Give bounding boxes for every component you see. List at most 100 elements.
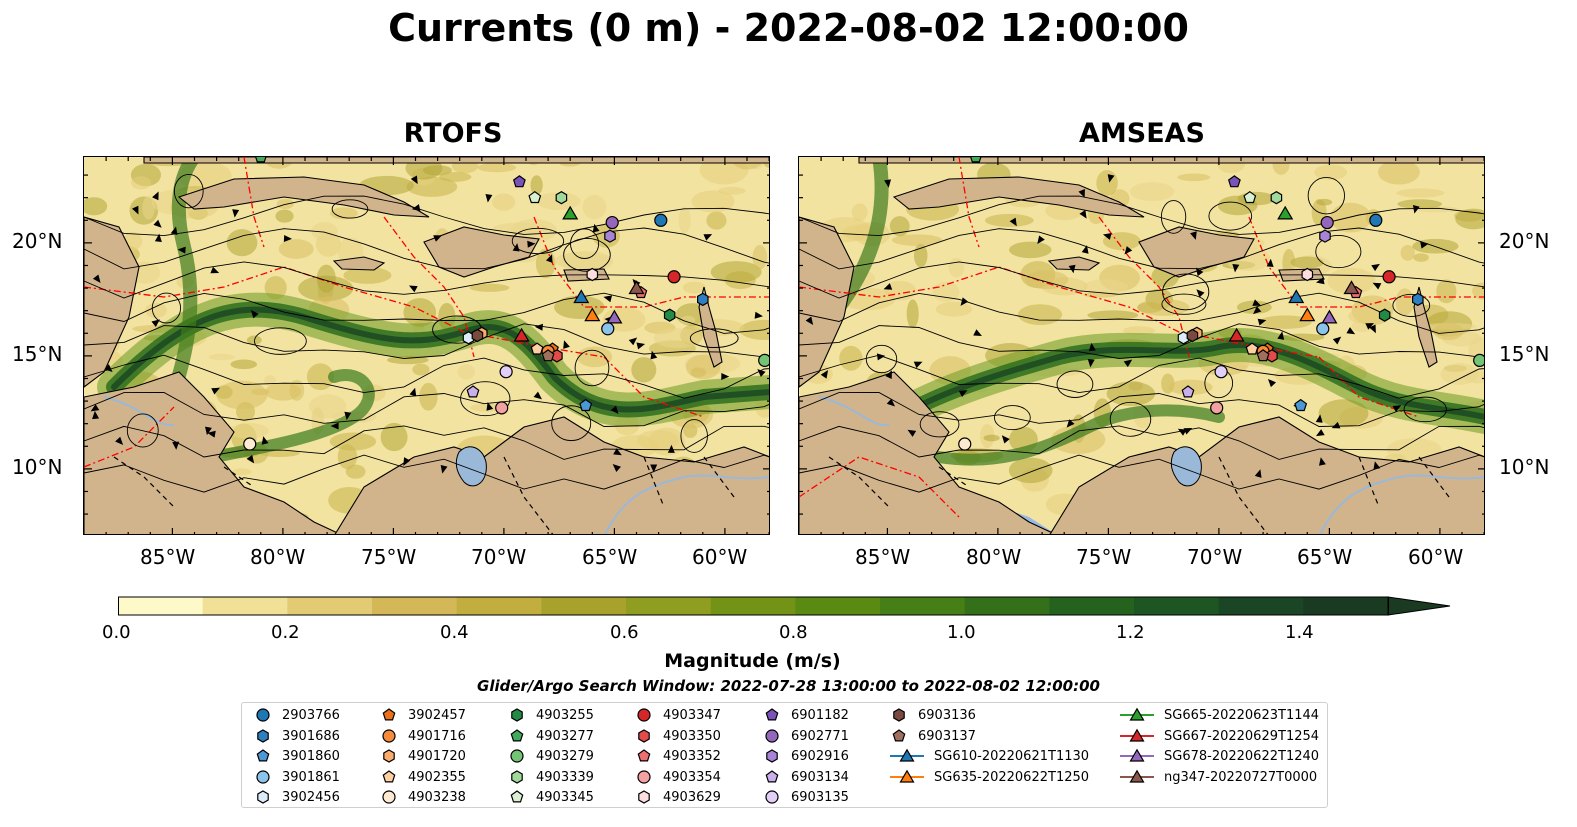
legend-marker	[765, 790, 779, 804]
top-strip-land	[858, 157, 1484, 164]
legend-marker	[638, 790, 650, 804]
streamline-arrow	[1266, 258, 1274, 267]
cuba-land	[892, 176, 1145, 218]
glider-marker-SG667-20220629T1254	[513, 327, 530, 342]
streamline-arrow	[1087, 359, 1095, 368]
legend-label: 4903352	[663, 748, 721, 764]
map-panel-amseas[interactable]	[798, 156, 1485, 535]
colorbar-segment	[795, 597, 881, 615]
float-marker-6903134	[1181, 385, 1195, 398]
legend-item: 6903135	[763, 789, 849, 805]
streamline-arrow	[115, 436, 124, 445]
eddy-streamline	[993, 405, 1031, 431]
streamline	[84, 354, 769, 399]
streamline-arrow	[1277, 331, 1285, 340]
glider-marker-SG635-20220622T1250	[584, 307, 601, 322]
streamline-arrow	[210, 266, 220, 274]
float-marker-6903135	[1214, 365, 1228, 379]
streamline-arrow	[344, 411, 352, 421]
streamline-arrow	[1369, 324, 1376, 334]
speed-field-patch	[935, 301, 973, 317]
lon-label-85w-right: 85°W	[855, 545, 911, 569]
streamline-arrow	[1037, 235, 1045, 245]
colorbar-segment	[202, 597, 288, 615]
float-marker-3901686	[696, 292, 709, 307]
streamline-arrow	[1254, 469, 1262, 478]
colorbar-tick-label: 1.4	[1285, 622, 1314, 643]
legend-label: 4903255	[536, 707, 594, 723]
legend-item: 6902771	[763, 728, 849, 744]
legend: 2903766 3901686 3901860 3901861 3902456 39024…	[241, 702, 1328, 808]
lake-maracaibo	[455, 446, 487, 487]
speed-field-patch	[1455, 208, 1484, 230]
legend-float-symbol	[510, 790, 524, 803]
streamline-arrow	[1102, 233, 1112, 240]
streamline-arrow	[973, 329, 982, 336]
legend-marker	[766, 749, 778, 763]
speed-field-patch	[265, 382, 302, 401]
speed-field-patch	[1258, 315, 1312, 329]
streamline-arrow	[152, 191, 159, 201]
legend-float-symbol	[511, 770, 523, 784]
legend-label: 4903350	[663, 728, 721, 744]
streamline-arrow	[721, 373, 730, 381]
lesser-antilles-land	[698, 286, 723, 368]
legend-item: 4903255	[508, 707, 594, 723]
streamline-arrow	[1316, 277, 1325, 285]
legend-label: 4903347	[663, 707, 721, 723]
float-marker-4903277	[970, 157, 982, 163]
jamaica-land	[1047, 256, 1101, 271]
streamline-arrow	[754, 311, 763, 319]
legend-label: 6901182	[791, 707, 849, 723]
streamline-arrow	[1365, 323, 1375, 330]
glider-marker-SG665-20220623T1144	[1277, 205, 1294, 220]
float-marker-4903354	[495, 401, 509, 415]
map-panel-rtofs[interactable]	[83, 156, 770, 535]
lat-label-10n-left: 10°N	[12, 455, 63, 479]
streamline-arrow	[907, 429, 917, 437]
legend-item: ng347-20220727T0000	[1120, 769, 1317, 785]
legend-glider-symbol	[890, 769, 924, 783]
streamline-arrow	[205, 426, 212, 436]
streamline-arrow	[261, 436, 269, 445]
legend-item: 4903354	[635, 769, 721, 785]
legend-float-symbol	[256, 749, 270, 762]
legend-marker	[382, 770, 396, 783]
legend-item: SG678-20220622T1240	[1120, 748, 1319, 764]
speed-field-patch	[419, 382, 438, 411]
legend-label: 4903277	[536, 728, 594, 744]
float-marker-4903629	[586, 267, 599, 282]
lon-label-75w-right: 75°W	[1076, 545, 1132, 569]
legend-float-symbol	[510, 749, 524, 763]
legend-item: 3902457	[380, 707, 466, 723]
speed-field-patch	[145, 302, 167, 319]
streamline-arrow	[485, 194, 493, 203]
eddy-streamline	[1160, 200, 1187, 234]
lon-label-80w-left: 80°W	[250, 545, 306, 569]
glider-marker-SG678-20220622T1240	[1321, 309, 1338, 324]
streamline-arrow	[1346, 327, 1356, 335]
legend-marker	[511, 770, 523, 784]
streamline-arrow	[207, 430, 216, 438]
legend-float-symbol	[382, 770, 396, 783]
lat-label-15n-right: 15°N	[1499, 342, 1550, 366]
streamline-arrow	[805, 316, 814, 326]
colorbar-segment	[710, 597, 796, 615]
glider-marker-SG678-20220622T1240	[606, 309, 623, 324]
streamline-arrow	[1123, 359, 1133, 368]
speed-field-patch	[1314, 164, 1348, 180]
speed-field-patch	[554, 251, 610, 270]
lon-label-70w-right: 70°W	[1187, 545, 1243, 569]
legend-item: 4903347	[635, 707, 721, 723]
speed-field-patch	[631, 357, 657, 383]
legend-label: 6902916	[791, 748, 849, 764]
streamline-arrow	[154, 233, 162, 242]
colorbar-segment	[880, 597, 966, 615]
eddy-streamline	[689, 328, 739, 348]
legend-marker	[1129, 748, 1145, 762]
lon-label-60w-left: 60°W	[692, 545, 748, 569]
legend-item: 6903137	[890, 728, 976, 744]
eddy-streamline	[460, 381, 511, 417]
streamline	[799, 323, 1484, 359]
speed-field-patch	[1348, 309, 1378, 324]
